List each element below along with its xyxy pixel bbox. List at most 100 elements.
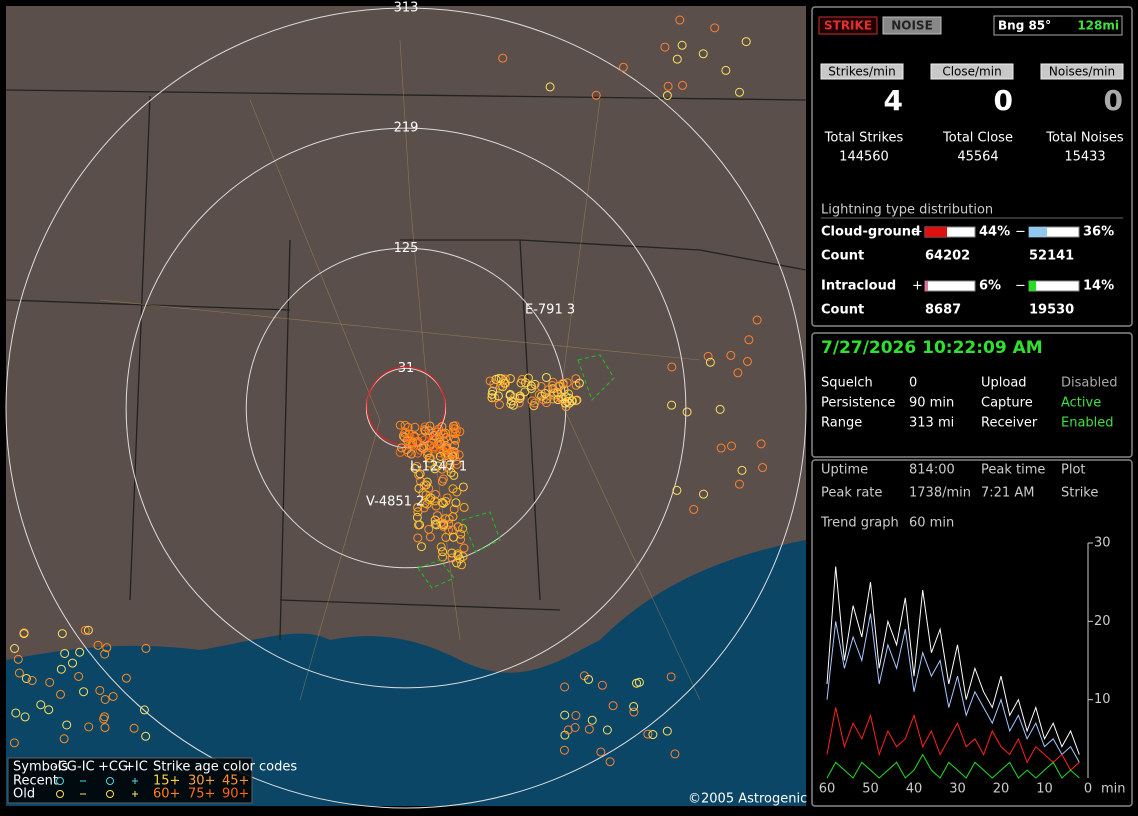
strike-symbol (705, 357, 715, 367)
rate-button (1040, 63, 1124, 80)
strike-symbol (452, 558, 462, 568)
strike-symbol (689, 504, 699, 514)
strike-symbol (670, 749, 680, 759)
strike-symbol (452, 459, 462, 469)
x-tick-label: 60 (819, 782, 836, 797)
strike-symbol (523, 373, 533, 383)
bar (925, 281, 928, 291)
strike-symbol (545, 82, 555, 92)
strike-symbol (666, 672, 676, 682)
strike-symbol (438, 552, 448, 562)
percent: 6% (979, 279, 1001, 294)
strike-symbol (553, 388, 563, 398)
rate-button (930, 63, 1014, 80)
strike-symbol (667, 400, 677, 410)
strike-symbol (424, 495, 434, 505)
strike-symbol (421, 490, 431, 500)
strike-symbol (514, 398, 524, 408)
strike-symbol (397, 443, 407, 453)
strike-symbol (742, 356, 752, 366)
strike-symbol (536, 381, 546, 391)
stat: Plot (1061, 463, 1086, 478)
stat: 7:21 AM (981, 486, 1034, 501)
strike-symbol (487, 389, 497, 399)
rate-value: 0 (994, 84, 1013, 117)
strike-symbol (100, 649, 110, 659)
percent: 14% (1083, 279, 1114, 294)
strike-symbol (494, 400, 504, 410)
strike-symbol (420, 426, 430, 436)
strike-button[interactable] (818, 16, 878, 35)
strike-symbol (445, 460, 455, 470)
strike-symbol (141, 731, 151, 741)
strike-symbol (56, 664, 66, 674)
strike-symbol (591, 90, 601, 100)
strike-symbol (428, 434, 438, 444)
strike-symbol (429, 431, 439, 441)
strike-symbol (662, 726, 672, 736)
count-label: Count (821, 249, 864, 264)
strike-symbol (618, 62, 628, 72)
y-tick-label: 30 (1094, 536, 1111, 551)
legend-type: -IC (77, 760, 95, 775)
x-tick-label: 20 (993, 782, 1010, 797)
range-ring (245, 247, 567, 569)
strike-symbol (662, 90, 672, 100)
minus-sign: − (1015, 279, 1026, 294)
strike-symbol (554, 381, 564, 391)
strike-symbol (629, 702, 639, 712)
strike-symbol (419, 503, 429, 513)
trend-line (826, 753, 1080, 779)
strike-symbol (537, 391, 547, 401)
strike-symbol (498, 53, 508, 63)
strike-button-label[interactable]: STRIKE (824, 19, 872, 33)
strike-symbol (400, 432, 410, 442)
legend-title: Symbols (13, 760, 68, 775)
strike-symbol (430, 515, 440, 525)
strike-symbol (84, 722, 94, 732)
setting: 0 (909, 376, 917, 391)
count: 52141 (1029, 249, 1074, 264)
strike-symbol (448, 512, 458, 522)
strike-symbol (505, 391, 515, 401)
strike-symbol (441, 496, 451, 506)
strike-symbol (9, 738, 19, 748)
strike-symbol (487, 393, 497, 403)
setting: Range (821, 416, 862, 431)
range-ring (5, 7, 807, 809)
strike-symbol (459, 543, 469, 553)
strike-symbol (14, 668, 24, 678)
setting: Active (1061, 396, 1101, 411)
strike-symbol (527, 396, 537, 406)
noise-button-label[interactable]: NOISE (891, 19, 933, 33)
strike-symbol (515, 393, 525, 403)
legend-age-title: Strike age color codes (153, 760, 297, 775)
strike-symbol (414, 483, 424, 493)
strike-symbol (541, 372, 551, 382)
noise-button[interactable] (882, 16, 942, 35)
count-label: Count (821, 303, 864, 318)
strike-symbol (395, 420, 405, 430)
strike-symbol (677, 40, 687, 50)
strike-symbol (505, 374, 515, 384)
strike-symbol (571, 374, 581, 384)
datetime: 7/27/2026 10:22:09 AM (821, 338, 1043, 358)
strike-symbol (57, 629, 67, 639)
strike-symbol (562, 378, 572, 388)
strike-symbol (737, 465, 747, 475)
strike-symbol (435, 433, 445, 443)
rate-value: 4 (884, 84, 903, 117)
strike-symbol (400, 427, 410, 437)
strike-symbol (752, 315, 762, 325)
strike-symbol (424, 453, 434, 463)
rate-button (820, 63, 904, 80)
strike-symbol (75, 647, 85, 657)
strike-symbol (672, 54, 682, 64)
strike-symbol (413, 533, 423, 543)
strike-symbol (59, 734, 69, 744)
strike-symbol (430, 496, 440, 506)
strike-symbol (45, 677, 55, 687)
percent: 36% (1083, 225, 1114, 240)
distribution-title: Lightning type distribution (821, 203, 993, 218)
legend-age: 75+ (188, 787, 215, 802)
